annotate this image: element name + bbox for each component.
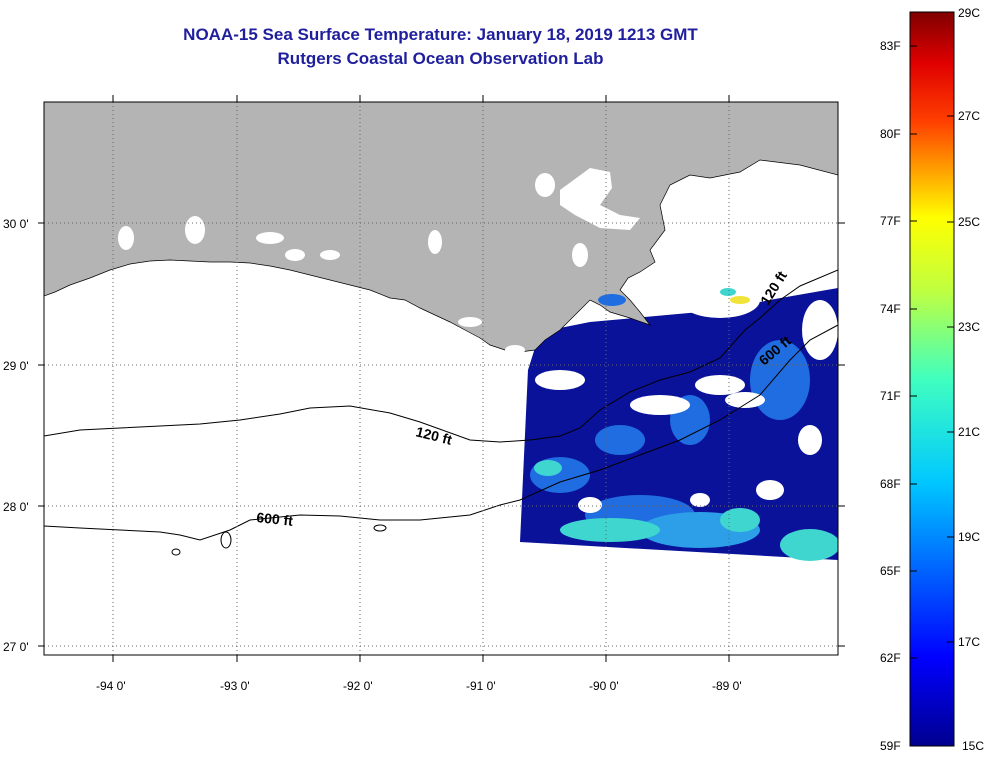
map-border — [43, 101, 839, 656]
contour-120ft — [44, 269, 838, 443]
map-title: NOAA-15 Sea Surface Temperature: January… — [183, 25, 698, 44]
cloud-patches — [535, 282, 838, 513]
contour-island — [373, 524, 387, 532]
colorbar-c-label: 25C — [958, 215, 980, 229]
axis-ticks — [38, 95, 845, 662]
contour-label: 600 ft — [256, 509, 294, 529]
y-tick-label: 30 0' — [3, 217, 29, 231]
colorbar-f-label: 59F — [880, 739, 901, 753]
colorbar-f-label: 83F — [880, 39, 901, 53]
colorbar-fahrenheit-ticks — [910, 45, 917, 659]
x-tick-label: -94 0' — [96, 679, 126, 693]
x-tick-label: -89 0' — [712, 679, 742, 693]
map-subtitle: Rutgers Coastal Ocean Observation Lab — [277, 49, 604, 68]
sst-warm-patches — [530, 340, 838, 561]
map-grid — [44, 102, 838, 655]
colorbar-f-label: 68F — [880, 477, 901, 491]
y-tick-label: 29 0' — [3, 359, 29, 373]
colorbar-c-label: 17C — [958, 635, 980, 649]
colorbar-f-label: 74F — [880, 302, 901, 316]
colorbar-c-label: 23C — [958, 320, 980, 334]
colorbar-f-label: 65F — [880, 564, 901, 578]
blue-anomaly — [598, 294, 626, 306]
colorbar-c-label: 15C — [962, 739, 984, 753]
colorbar-c-label: 21C — [958, 425, 980, 439]
colorbar-f-label: 71F — [880, 389, 901, 403]
colorbar-c-label: 27C — [958, 109, 980, 123]
contour-island — [220, 531, 232, 549]
colorbar — [909, 11, 955, 747]
x-tick-label: -92 0' — [343, 679, 373, 693]
colorbar-f-label: 62F — [880, 651, 901, 665]
x-tick-label: -93 0' — [220, 679, 250, 693]
x-tick-label: -90 0' — [589, 679, 619, 693]
contour-island — [171, 548, 181, 556]
y-tick-label: 27 0' — [3, 640, 29, 654]
warm-anomaly — [730, 296, 750, 304]
contour-600ft — [44, 324, 838, 541]
cyan-anomaly — [720, 288, 736, 296]
inland-water — [118, 168, 838, 355]
colorbar-f-label: 77F — [880, 214, 901, 228]
x-tick-label: -91 0' — [466, 679, 496, 693]
colorbar-c-label: 29C — [958, 6, 980, 20]
colorbar-c-label: 19C — [958, 530, 980, 544]
colorbar-celsius-ticks — [947, 115, 954, 643]
colorbar-f-label: 80F — [880, 127, 901, 141]
y-tick-label: 28 0' — [3, 500, 29, 514]
